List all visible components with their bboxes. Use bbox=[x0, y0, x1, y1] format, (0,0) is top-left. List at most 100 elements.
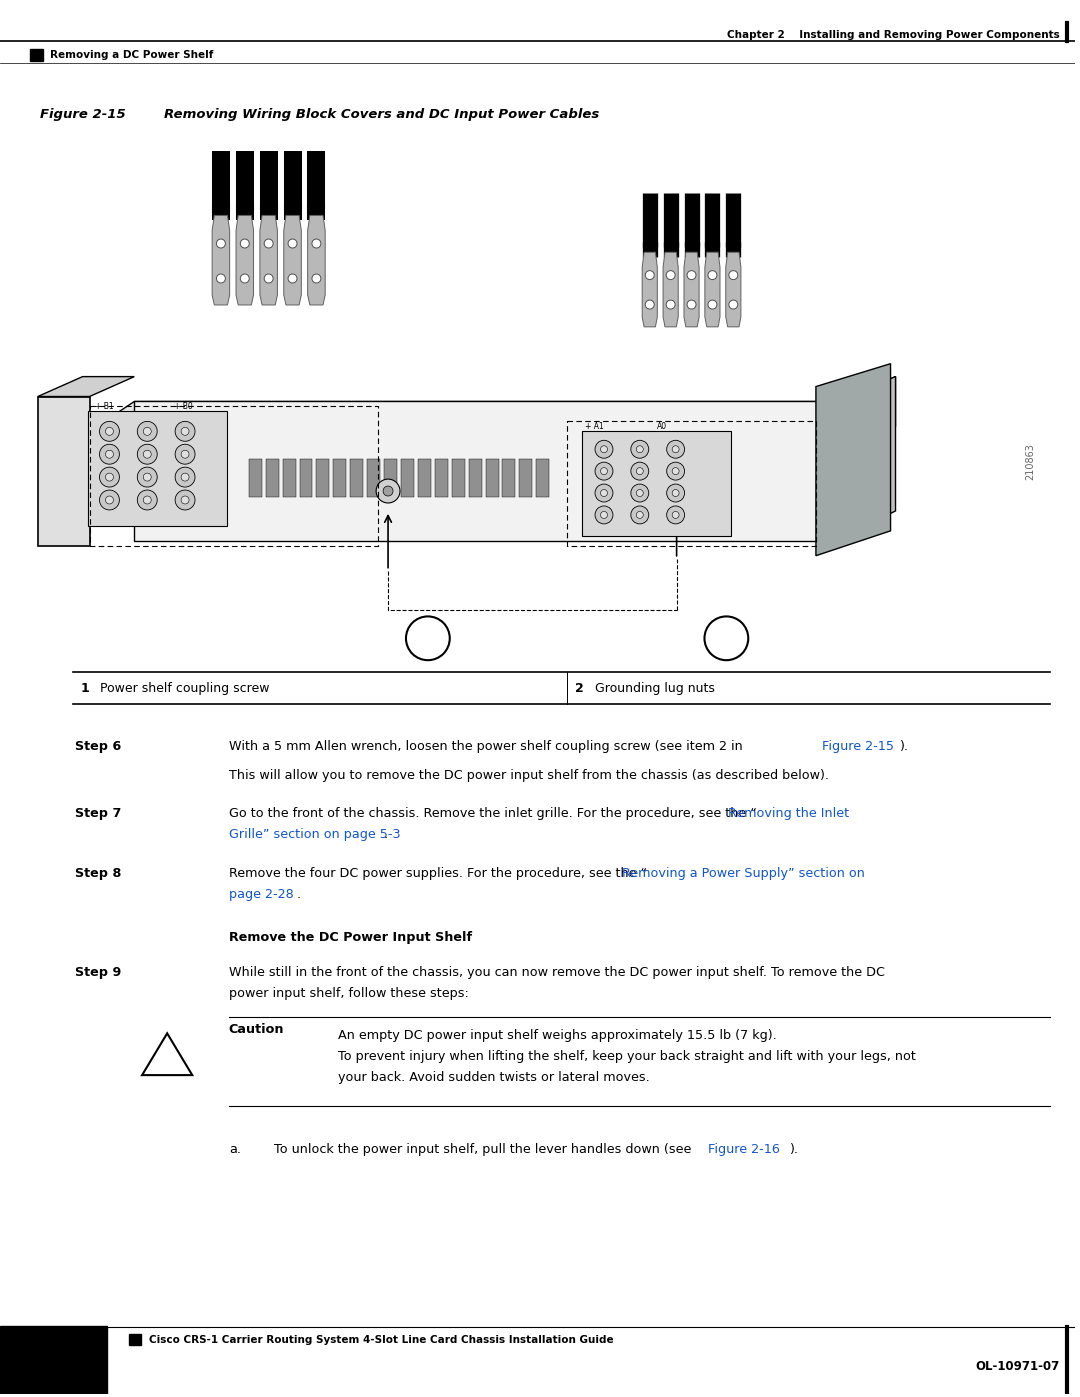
Text: Figure 2-15: Figure 2-15 bbox=[822, 740, 894, 753]
Bar bbox=[248, 460, 261, 497]
Text: ).: ). bbox=[900, 740, 908, 753]
Text: Step 8: Step 8 bbox=[75, 868, 121, 880]
Text: Step 7: Step 7 bbox=[75, 807, 121, 820]
Circle shape bbox=[106, 450, 113, 458]
Circle shape bbox=[216, 274, 226, 284]
Circle shape bbox=[729, 271, 738, 279]
Circle shape bbox=[181, 474, 189, 481]
Circle shape bbox=[144, 474, 151, 481]
Circle shape bbox=[216, 239, 226, 249]
Circle shape bbox=[106, 474, 113, 481]
Text: .: . bbox=[297, 888, 300, 901]
Circle shape bbox=[376, 479, 400, 503]
Circle shape bbox=[312, 239, 321, 249]
Text: Chapter 2    Installing and Removing Power Components: Chapter 2 Installing and Removing Power … bbox=[727, 31, 1059, 41]
Text: Cisco CRS-1 Carrier Routing System 4-Slot Line Card Chassis Installation Guide: Cisco CRS-1 Carrier Routing System 4-Slo… bbox=[149, 1334, 613, 1345]
Circle shape bbox=[645, 271, 654, 279]
Text: Figure 2-16: Figure 2-16 bbox=[708, 1143, 781, 1155]
Text: Caution: Caution bbox=[229, 1024, 284, 1037]
Text: Removing the Inlet: Removing the Inlet bbox=[728, 807, 850, 820]
Circle shape bbox=[595, 506, 613, 524]
Circle shape bbox=[312, 274, 321, 284]
Bar bbox=[401, 460, 414, 497]
Text: OL-10971-07: OL-10971-07 bbox=[975, 1361, 1059, 1373]
Polygon shape bbox=[582, 432, 731, 536]
Text: !: ! bbox=[164, 1059, 171, 1073]
Text: To prevent injury when lifting the shelf, keep your back straight and lift with : To prevent injury when lifting the shelf… bbox=[338, 1051, 916, 1063]
Circle shape bbox=[595, 462, 613, 481]
Bar bbox=[30, 49, 43, 61]
Circle shape bbox=[106, 496, 113, 504]
Polygon shape bbox=[726, 253, 741, 327]
Circle shape bbox=[99, 490, 120, 510]
Text: your back. Avoid sudden twists or lateral moves.: your back. Avoid sudden twists or latera… bbox=[338, 1071, 650, 1084]
Circle shape bbox=[666, 440, 685, 458]
Bar bbox=[283, 460, 296, 497]
Text: A0: A0 bbox=[657, 422, 666, 430]
Bar bbox=[350, 460, 363, 497]
Circle shape bbox=[636, 489, 644, 496]
Circle shape bbox=[240, 239, 249, 249]
Circle shape bbox=[631, 462, 649, 481]
Text: a.: a. bbox=[229, 1143, 241, 1155]
Circle shape bbox=[137, 490, 158, 510]
Bar bbox=[519, 460, 532, 497]
Circle shape bbox=[406, 616, 449, 661]
Text: Removing a DC Power Shelf: Removing a DC Power Shelf bbox=[50, 50, 213, 60]
Text: + B1: + B1 bbox=[95, 402, 113, 411]
Text: 2: 2 bbox=[721, 631, 732, 645]
Bar bbox=[0, 1326, 108, 1394]
Text: While still in the front of the chassis, you can now remove the DC power input s: While still in the front of the chassis,… bbox=[229, 965, 885, 979]
Circle shape bbox=[106, 427, 113, 436]
Bar bbox=[299, 460, 312, 497]
Circle shape bbox=[137, 444, 158, 464]
Bar bbox=[469, 460, 482, 497]
Polygon shape bbox=[87, 412, 227, 525]
Text: Power shelf coupling screw: Power shelf coupling screw bbox=[100, 682, 270, 694]
Text: Step 6: Step 6 bbox=[75, 740, 121, 753]
Circle shape bbox=[144, 496, 151, 504]
Circle shape bbox=[631, 485, 649, 502]
Polygon shape bbox=[90, 377, 895, 481]
Circle shape bbox=[265, 239, 273, 249]
Bar bbox=[334, 460, 347, 497]
Polygon shape bbox=[815, 363, 891, 556]
Polygon shape bbox=[836, 377, 895, 541]
Polygon shape bbox=[38, 377, 134, 397]
Polygon shape bbox=[237, 215, 254, 305]
Circle shape bbox=[288, 239, 297, 249]
Text: .: . bbox=[384, 828, 388, 841]
Text: Grounding lug nuts: Grounding lug nuts bbox=[595, 682, 715, 694]
Polygon shape bbox=[284, 215, 301, 305]
Circle shape bbox=[666, 506, 685, 524]
Bar bbox=[502, 460, 515, 497]
Circle shape bbox=[708, 300, 717, 309]
Circle shape bbox=[144, 427, 151, 436]
Text: 1: 1 bbox=[422, 631, 433, 645]
Circle shape bbox=[645, 300, 654, 309]
Circle shape bbox=[708, 271, 717, 279]
Bar bbox=[384, 460, 397, 497]
Polygon shape bbox=[308, 215, 325, 305]
Circle shape bbox=[666, 271, 675, 279]
Text: To unlock the power input shelf, pull the lever handles down (see: To unlock the power input shelf, pull th… bbox=[273, 1143, 696, 1155]
Text: Step 9: Step 9 bbox=[75, 965, 121, 979]
Circle shape bbox=[175, 490, 195, 510]
Text: Removing Wiring Block Covers and DC Input Power Cables: Removing Wiring Block Covers and DC Inpu… bbox=[164, 109, 599, 122]
Text: 2-20: 2-20 bbox=[35, 1363, 73, 1379]
Bar bbox=[266, 460, 279, 497]
Circle shape bbox=[137, 467, 158, 488]
Bar bbox=[418, 460, 431, 497]
Polygon shape bbox=[212, 215, 230, 305]
Circle shape bbox=[595, 485, 613, 502]
Bar bbox=[130, 1334, 141, 1345]
Polygon shape bbox=[260, 215, 278, 305]
Circle shape bbox=[636, 468, 644, 475]
Polygon shape bbox=[38, 397, 90, 546]
Circle shape bbox=[137, 422, 158, 441]
Polygon shape bbox=[663, 253, 678, 327]
Text: Go to the front of the chassis. Remove the inlet grille. For the procedure, see : Go to the front of the chassis. Remove t… bbox=[229, 807, 757, 820]
Circle shape bbox=[99, 422, 120, 441]
Text: power input shelf, follow these steps:: power input shelf, follow these steps: bbox=[229, 986, 469, 1000]
Circle shape bbox=[687, 300, 696, 309]
